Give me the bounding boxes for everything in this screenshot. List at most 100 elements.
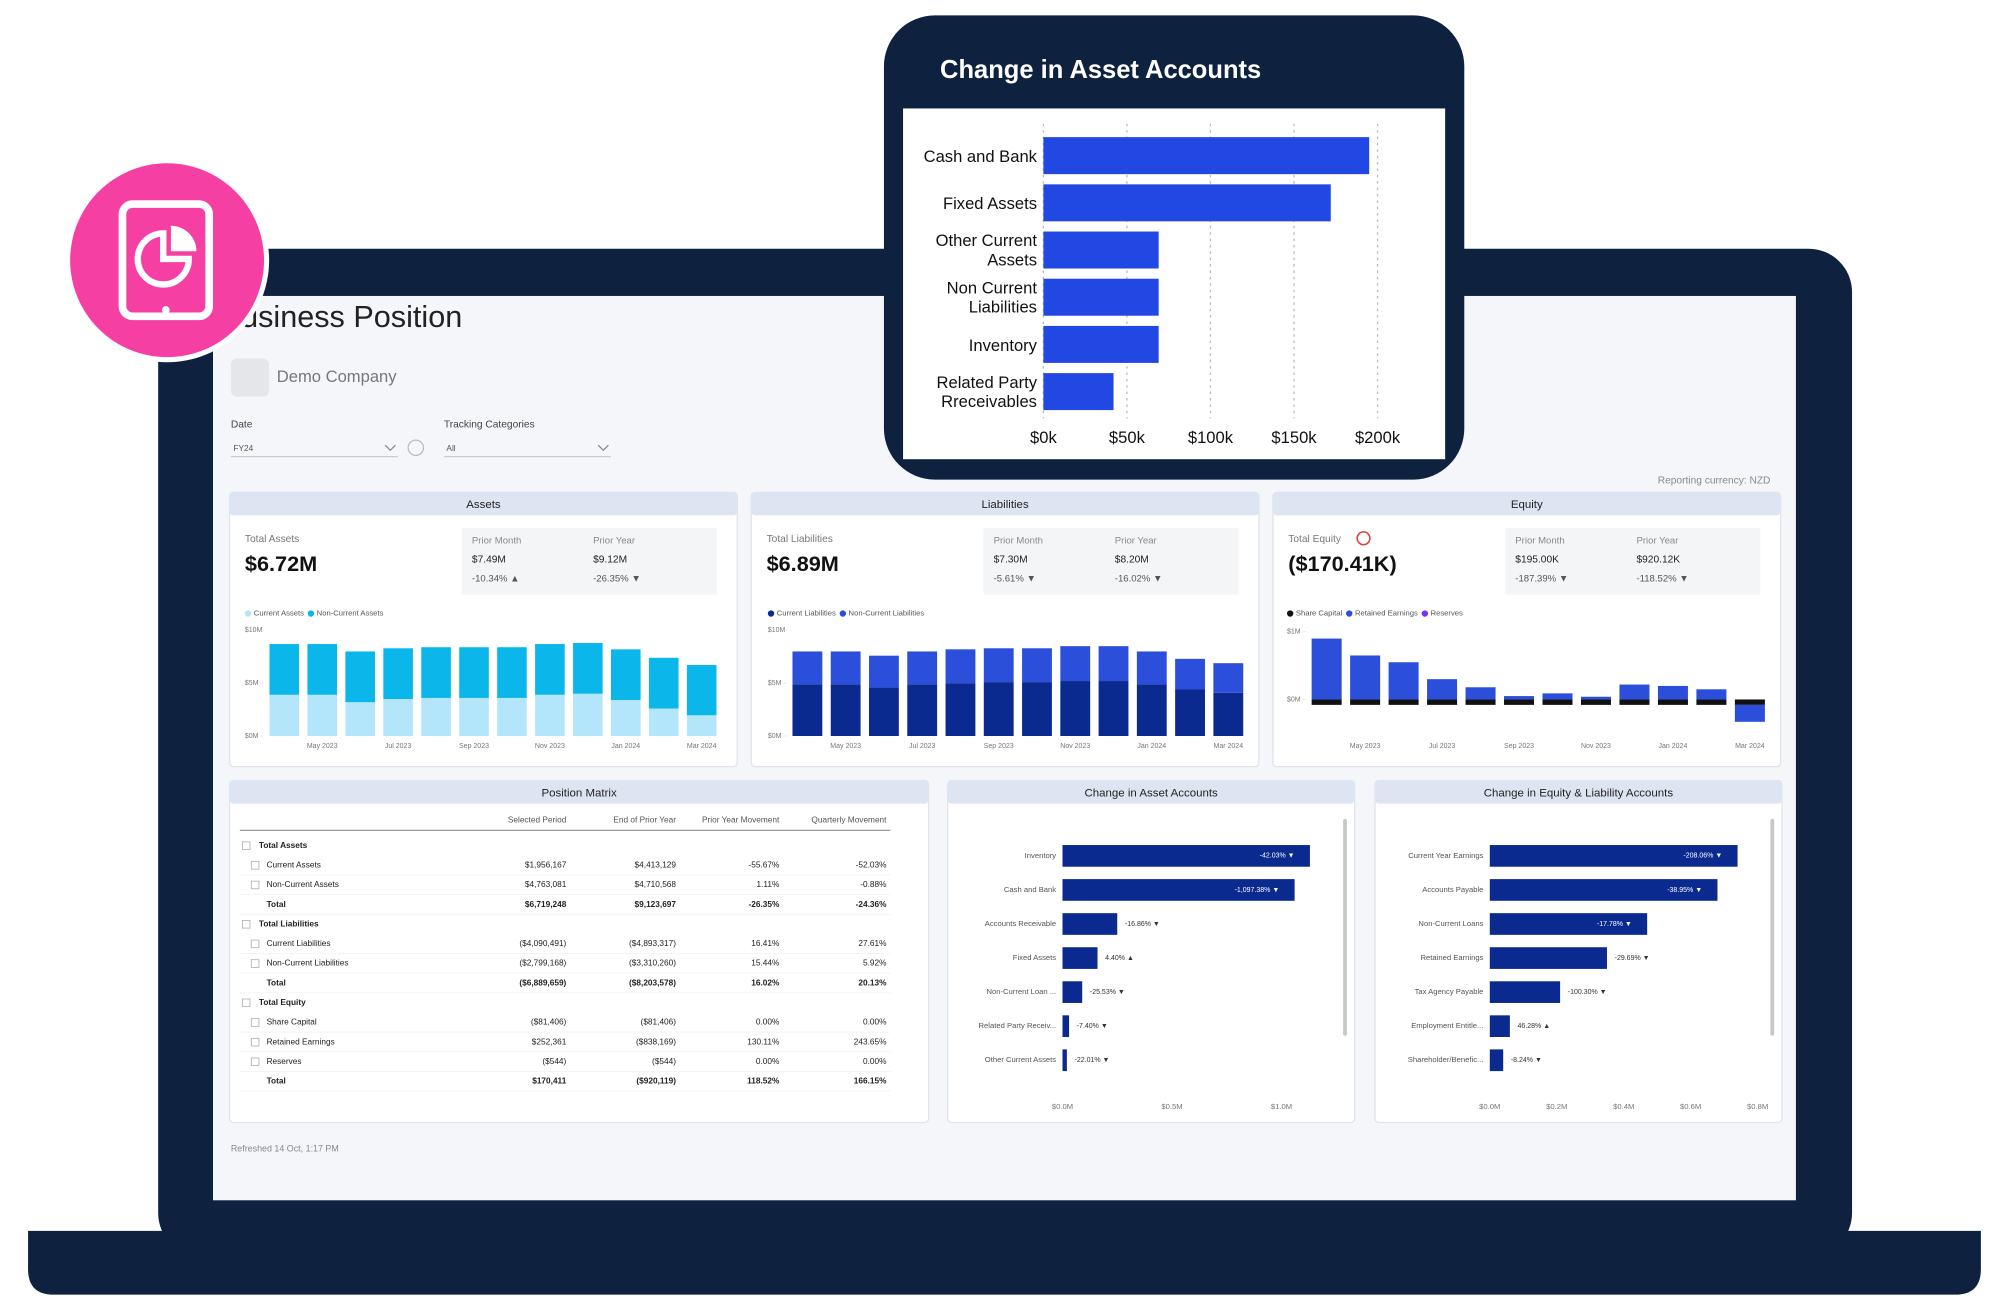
- y-tick-label: $5M: [768, 680, 782, 687]
- dropdown-chevron: [384, 444, 396, 452]
- expand-toggle[interactable]: [250, 939, 260, 949]
- category-label: Inventory: [1025, 851, 1057, 860]
- bar-segment: [573, 642, 603, 694]
- bar-segment: [792, 651, 823, 685]
- category-label: Inventory: [968, 334, 1037, 354]
- card-title: Position Matrix: [541, 787, 616, 799]
- row-label: Total: [267, 1076, 286, 1086]
- category-label: Non-Current Loans: [1418, 919, 1483, 928]
- comparison-value: $7.49M: [472, 555, 506, 566]
- row-label: Total: [267, 899, 286, 909]
- comparison-value: $195.00K: [1515, 555, 1559, 566]
- bar: [1043, 278, 1159, 316]
- change-label: -29.69% ▼: [1615, 955, 1650, 962]
- expand-toggle[interactable]: [250, 1037, 260, 1047]
- bar: [1062, 981, 1083, 1003]
- expand-toggle[interactable]: [241, 920, 251, 929]
- expand-toggle[interactable]: [241, 841, 251, 850]
- bar: [1489, 1049, 1504, 1072]
- comparison-change: -118.52% ▼: [1636, 574, 1688, 585]
- table-cell: ($2,799,168): [519, 958, 566, 968]
- y-tick-label: $0M: [245, 733, 259, 740]
- bar: [1043, 231, 1159, 269]
- bar-segment: [1175, 658, 1205, 690]
- bar-segment: [345, 702, 375, 736]
- row-label: Total Equity: [259, 997, 306, 1007]
- row-label: Share Capital: [267, 1017, 317, 1027]
- bar-segment: [535, 644, 565, 695]
- table-cell: 243.65%: [854, 1036, 887, 1046]
- bar-segment: [497, 697, 527, 736]
- row-label: Non-Current Assets: [267, 879, 339, 889]
- category-label-box: Related Party Rreceivables: [937, 372, 1037, 410]
- expand-toggle[interactable]: [250, 1057, 260, 1066]
- table-cell: ($81,406): [641, 1017, 677, 1027]
- filter-label: Tracking Categories: [444, 419, 535, 430]
- bar-segment: [497, 647, 527, 698]
- bar-segment: [1696, 689, 1727, 700]
- bar-segment: [535, 694, 565, 736]
- table-cell: ($8,203,578): [629, 977, 676, 987]
- category-label-box: Inventory: [968, 334, 1037, 354]
- bar-segment: [1175, 689, 1205, 736]
- category-label: Accounts Payable: [1422, 885, 1483, 894]
- bar: [1043, 137, 1370, 175]
- x-tick-label: $1.0M: [1271, 1102, 1292, 1111]
- bar-segment: [1098, 646, 1129, 682]
- expand-toggle[interactable]: [250, 1018, 260, 1027]
- bar-segment: [573, 693, 603, 736]
- x-tick-label: $0.5M: [1161, 1102, 1182, 1111]
- expand-toggle[interactable]: [250, 861, 260, 870]
- x-tick-label: Nov 2023: [535, 743, 565, 750]
- expand-toggle[interactable]: [241, 998, 251, 1008]
- filter-value[interactable]: FY24: [233, 443, 253, 453]
- kpi-value: $6.89M: [767, 551, 839, 576]
- comparison-value: $9.12M: [593, 555, 627, 566]
- x-tick-label: Jul 2023: [1429, 743, 1456, 750]
- comparison-value: $7.30M: [994, 555, 1028, 566]
- card-header: [751, 492, 1259, 516]
- bar: [1062, 845, 1310, 867]
- change-label: 4.40% ▲: [1105, 955, 1134, 962]
- category-label: Tax Agency Payable: [1415, 987, 1484, 996]
- page-title: Business Position: [221, 300, 463, 334]
- change-label: -42.03% ▼: [1260, 853, 1295, 860]
- category-label: Current Year Earnings: [1408, 851, 1483, 860]
- row-label: Current Assets: [267, 860, 321, 870]
- kpi-box: [461, 528, 717, 595]
- filter-value[interactable]: All: [446, 443, 455, 453]
- x-tick-label: Jan 2024: [1659, 743, 1688, 750]
- category-label: Fixed Assets: [942, 193, 1037, 213]
- expand-toggle[interactable]: [250, 880, 260, 890]
- comparison-label: Prior Month: [472, 535, 521, 546]
- y-tick-label: $5M: [245, 680, 259, 687]
- bar-segment: [269, 694, 300, 736]
- refresh-note: Refreshed 14 Oct, 1:17 PM: [231, 1144, 339, 1154]
- table-cell: -55.67%: [748, 860, 779, 870]
- kpi-label: Total Equity: [1288, 534, 1342, 545]
- bar-segment: [383, 648, 413, 700]
- x-tick-label: May 2023: [307, 743, 338, 750]
- bar-segment: [1388, 662, 1419, 700]
- card-header: [229, 780, 929, 804]
- bar-segment: [1465, 699, 1496, 705]
- x-tick-label: Mar 2024: [1735, 743, 1765, 750]
- bar-segment: [345, 651, 375, 703]
- dashboard: Business Position Demo Company Date FY24 Tra…: [221, 300, 1783, 1154]
- bar-segment: [1619, 699, 1650, 705]
- bar-segment: [869, 655, 899, 688]
- legend-marker: [1421, 610, 1429, 617]
- dropdown-chevron: [597, 444, 609, 452]
- bar-segment: [1098, 681, 1129, 736]
- change-label: -100.30% ▼: [1568, 989, 1607, 996]
- legend-label: Retained Earnings: [1355, 609, 1418, 618]
- table-cell: ($4,893,317): [629, 938, 676, 948]
- table-cell: 5.92%: [863, 958, 887, 968]
- x-tick-label: Nov 2023: [1060, 743, 1090, 750]
- table-cell: 27.61%: [858, 938, 887, 948]
- table-cell: 0.00%: [863, 1017, 887, 1027]
- comparison-change: -16.02% ▼: [1115, 574, 1163, 585]
- expand-toggle[interactable]: [250, 959, 260, 968]
- alert-icon: [1356, 531, 1371, 546]
- table-cell: -24.36%: [856, 899, 887, 909]
